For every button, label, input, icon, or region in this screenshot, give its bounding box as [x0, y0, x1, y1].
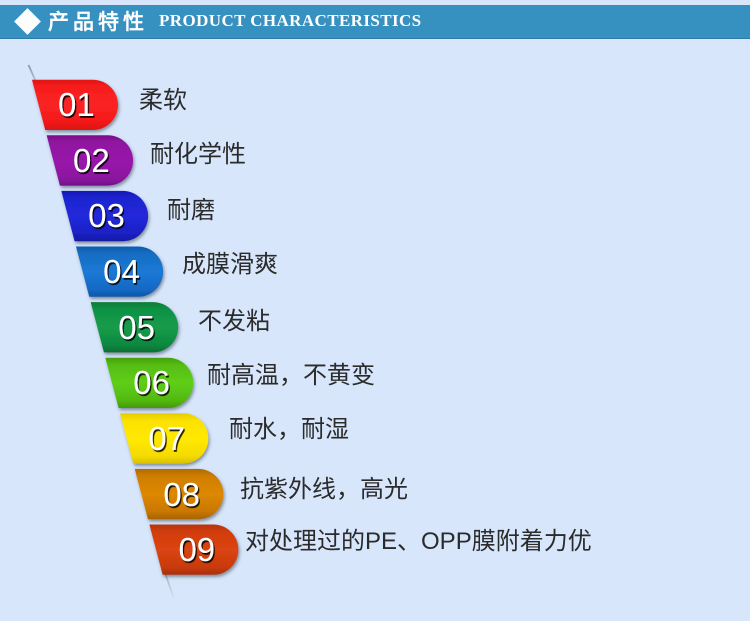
svg-text:07: 07 [148, 420, 185, 457]
svg-text:05: 05 [118, 309, 155, 346]
svg-text:08: 08 [163, 476, 200, 513]
svg-text:03: 03 [88, 197, 125, 234]
svg-text:09: 09 [178, 531, 215, 568]
svg-text:06: 06 [133, 364, 170, 401]
svg-text:01: 01 [58, 86, 95, 123]
svg-text:04: 04 [103, 253, 140, 290]
svg-text:02: 02 [73, 142, 110, 179]
